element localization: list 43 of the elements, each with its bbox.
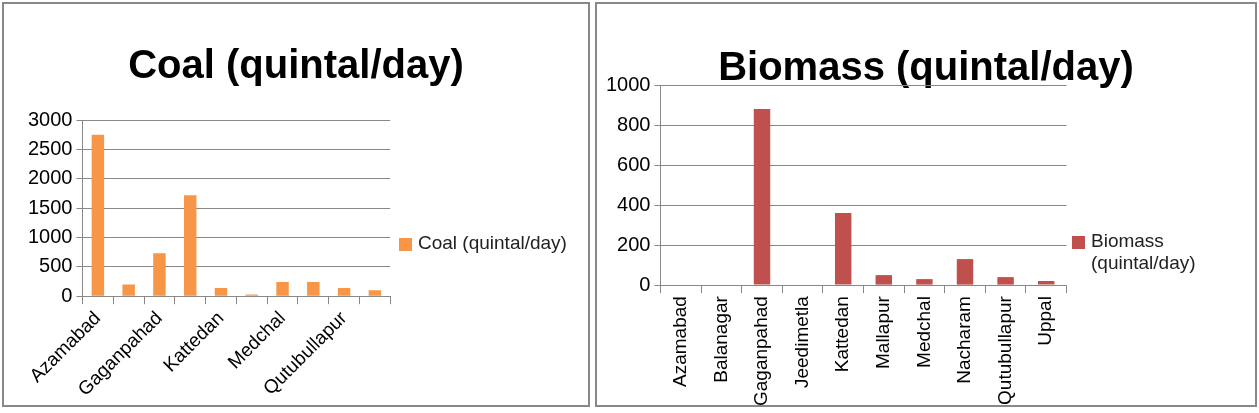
chart-title: Coal (quintal/day) bbox=[127, 42, 465, 87]
x-tick-label: Gaganpahad bbox=[750, 296, 772, 407]
y-tick-label: 200 bbox=[617, 232, 651, 255]
bar bbox=[91, 134, 105, 296]
bar bbox=[214, 287, 228, 296]
bar bbox=[916, 279, 933, 285]
y-tick-label: 3000 bbox=[27, 107, 73, 130]
y-tick-label: 0 bbox=[639, 272, 651, 295]
bar bbox=[337, 287, 351, 296]
bar bbox=[368, 290, 382, 296]
x-tick-label: Medchal bbox=[912, 296, 934, 368]
y-tick-label: 1000 bbox=[605, 72, 651, 95]
x-tick-label: Kattedan bbox=[831, 296, 853, 373]
y-tick-label: 2500 bbox=[27, 136, 73, 159]
y-tick-label: 1000 bbox=[27, 224, 73, 247]
bar bbox=[875, 275, 893, 285]
y-tick-label: 800 bbox=[617, 112, 651, 135]
bar bbox=[834, 213, 852, 285]
x-tick-label: Jeedimetla bbox=[790, 295, 812, 389]
bar bbox=[956, 259, 974, 285]
y-tick-label: 0 bbox=[61, 283, 73, 306]
x-tick-label: Uppal bbox=[1034, 296, 1056, 346]
bar bbox=[753, 109, 771, 285]
bar bbox=[1037, 281, 1055, 285]
x-tick-label: Mallapur bbox=[872, 295, 894, 369]
bar bbox=[997, 277, 1014, 285]
bar bbox=[153, 253, 166, 296]
x-tick-label: Balanagar bbox=[709, 295, 731, 383]
x-tick-label: Nacharam bbox=[953, 296, 975, 384]
bar bbox=[276, 282, 289, 296]
bar bbox=[307, 282, 320, 296]
x-tick-label: Azamabad bbox=[669, 296, 691, 387]
bar bbox=[183, 195, 197, 296]
legend-label: Biomass (quintal/day) bbox=[1091, 230, 1197, 274]
y-tick-label: 500 bbox=[39, 254, 73, 277]
legend-label: Coal (quintal/day) bbox=[418, 232, 567, 254]
y-tick-label: 600 bbox=[617, 152, 651, 175]
y-tick-label: 1500 bbox=[27, 195, 73, 218]
x-tick-label: Qutubullapur bbox=[993, 295, 1015, 405]
chart-title: Biomass (quintal/day) bbox=[718, 44, 1134, 88]
y-tick-label: 400 bbox=[617, 192, 651, 215]
y-tick-label: 2000 bbox=[27, 166, 73, 189]
bar bbox=[122, 284, 135, 296]
